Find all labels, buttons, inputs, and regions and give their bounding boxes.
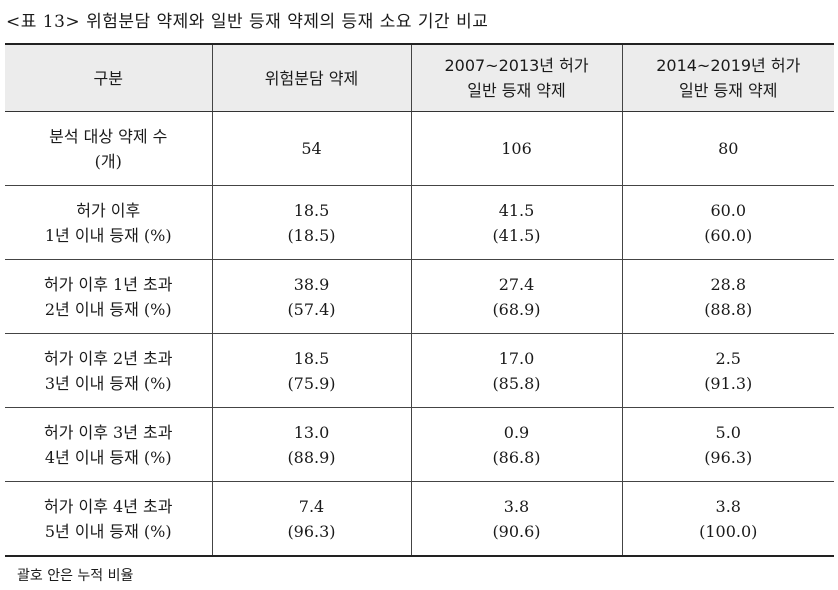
cell-value: 18.5 xyxy=(293,348,330,368)
cell-value: 13.0 xyxy=(293,422,330,442)
header-line: 일반 등재 약제 xyxy=(467,81,566,100)
cell-value: 7.4 xyxy=(298,496,325,516)
cell-cumulative: (100.0) xyxy=(699,521,758,541)
row-label-line: (개) xyxy=(94,151,122,171)
table-row: 허가 이후 4년 초과 5년 이내 등재 (%) 7.4 (96.3) 3.8 … xyxy=(5,481,834,557)
cell-cumulative: (60.0) xyxy=(704,225,753,245)
table-cell: 41.5 (41.5) xyxy=(410,185,622,260)
header-general-drugs-2014-2019: 2014~2019년 허가 일반 등재 약제 xyxy=(621,44,834,112)
header-risk-sharing-drugs: 위험분담 약제 xyxy=(211,44,411,112)
header-category: 구분 xyxy=(5,44,212,112)
cell-value: 17.0 xyxy=(498,348,535,368)
cell-cumulative: (91.3) xyxy=(704,373,753,393)
cell-value: 3.8 xyxy=(715,496,741,516)
cell-value: 18.5 xyxy=(293,200,330,220)
cell-value: 106 xyxy=(501,139,532,158)
cell-value: 2.5 xyxy=(715,348,741,368)
table-cell: 3.8 (100.0) xyxy=(621,481,834,556)
cell-cumulative: (88.9) xyxy=(287,447,336,467)
table-cell: 80 xyxy=(621,111,834,186)
table-cell: 13.0 (88.9) xyxy=(211,407,411,482)
table-cell: 38.9 (57.4) xyxy=(211,259,411,334)
row-label: 허가 이후 4년 초과 5년 이내 등재 (%) xyxy=(5,482,212,557)
table-cell: 18.5 (75.9) xyxy=(211,333,411,408)
row-label-line: 2년 이내 등재 (%) xyxy=(44,299,172,319)
header-row: 구분 위험분담 약제 2007~2013년 허가 일반 등재 약제 2014~2… xyxy=(5,44,834,112)
table-caption: <표 13> 위험분담 약제와 일반 등재 약제의 등재 소요 기간 비교 xyxy=(6,12,489,32)
cell-cumulative: (96.3) xyxy=(287,521,336,541)
header-line: 위험분담 약제 xyxy=(264,68,359,88)
header-general-drugs-2007-2013: 2007~2013년 허가 일반 등재 약제 xyxy=(410,44,622,112)
cell-cumulative: (88.8) xyxy=(704,299,753,319)
row-label: 분석 대상 약제 수 (개) xyxy=(5,111,212,186)
cell-cumulative: (18.5) xyxy=(287,225,336,245)
table-cell: 17.0 (85.8) xyxy=(410,333,622,408)
row-label: 허가 이후 2년 초과 3년 이내 등재 (%) xyxy=(5,333,212,408)
cell-cumulative: (68.9) xyxy=(492,299,541,319)
table-cell: 60.0 (60.0) xyxy=(621,185,834,260)
cell-cumulative: (86.8) xyxy=(492,447,541,467)
row-label-line: 허가 이후 2년 초과 xyxy=(44,348,173,368)
table-cell: 18.5 (18.5) xyxy=(211,185,411,260)
table-cell: 28.8 (88.8) xyxy=(621,259,834,334)
cell-value: 80 xyxy=(718,139,739,158)
table-row: 분석 대상 약제 수 (개) 54 106 80 xyxy=(5,111,834,186)
cell-value: 3.8 xyxy=(503,496,530,516)
header-line: 구분 xyxy=(93,68,123,88)
table-row: 허가 이후 3년 초과 4년 이내 등재 (%) 13.0 (88.9) 0.9… xyxy=(5,407,834,482)
table-cell: 106 xyxy=(410,111,622,186)
comparison-table: 구분 위험분담 약제 2007~2013년 허가 일반 등재 약제 2014~2… xyxy=(5,43,834,557)
row-label-line: 3년 이내 등재 (%) xyxy=(44,373,172,393)
table-header: 구분 위험분담 약제 2007~2013년 허가 일반 등재 약제 2014~2… xyxy=(5,44,834,112)
row-label-line: 허가 이후 3년 초과 xyxy=(44,422,173,442)
cell-cumulative: (85.8) xyxy=(492,373,541,393)
row-label: 허가 이후 3년 초과 4년 이내 등재 (%) xyxy=(5,407,212,482)
cell-value: 60.0 xyxy=(710,200,747,220)
row-label-line: 1년 이내 등재 (%) xyxy=(44,225,172,245)
table-cell: 27.4 (68.9) xyxy=(410,259,622,334)
table-cell: 7.4 (96.3) xyxy=(211,481,411,556)
table-cell: 5.0 (96.3) xyxy=(621,407,834,482)
cell-value: 5.0 xyxy=(715,422,741,442)
cell-cumulative: (57.4) xyxy=(287,299,336,319)
table-footnote: 괄호 안은 누적 비율 xyxy=(17,568,134,584)
table-cell: 0.9 (86.8) xyxy=(410,407,622,482)
row-label-line: 허가 이후 4년 초과 xyxy=(44,496,173,516)
cell-value: 41.5 xyxy=(498,200,535,220)
table-row: 허가 이후 1년 이내 등재 (%) 18.5 (18.5) 41.5 (41.… xyxy=(5,185,834,260)
cell-value: 28.8 xyxy=(710,274,747,294)
row-label-line: 허가 이후 xyxy=(76,200,141,220)
cell-value: 54 xyxy=(301,139,322,158)
header-line: 2007~2013년 허가 xyxy=(444,56,589,75)
cell-cumulative: (41.5) xyxy=(492,225,541,245)
table-row: 허가 이후 1년 초과 2년 이내 등재 (%) 38.9 (57.4) 27.… xyxy=(5,259,834,334)
row-label-line: 5년 이내 등재 (%) xyxy=(44,521,172,541)
cell-cumulative: (90.6) xyxy=(492,521,541,541)
header-line: 2014~2019년 허가 xyxy=(656,56,801,75)
cell-value: 0.9 xyxy=(503,422,530,442)
row-label: 허가 이후 1년 이내 등재 (%) xyxy=(5,185,212,260)
row-label-line: 4년 이내 등재 (%) xyxy=(44,447,172,467)
row-label: 허가 이후 1년 초과 2년 이내 등재 (%) xyxy=(5,259,212,334)
cell-value: 27.4 xyxy=(498,274,535,294)
cell-value: 38.9 xyxy=(293,274,330,294)
cell-cumulative: (96.3) xyxy=(704,447,753,467)
row-label-line: 허가 이후 1년 초과 xyxy=(44,274,173,294)
table-cell: 54 xyxy=(211,111,411,186)
table-body: 분석 대상 약제 수 (개) 54 106 80 허가 이후 1년 이내 등재 … xyxy=(5,111,834,557)
header-line: 일반 등재 약제 xyxy=(679,81,778,100)
cell-cumulative: (75.9) xyxy=(287,373,336,393)
table-cell: 2.5 (91.3) xyxy=(621,333,834,408)
table-row: 허가 이후 2년 초과 3년 이내 등재 (%) 18.5 (75.9) 17.… xyxy=(5,333,834,408)
row-label-line: 분석 대상 약제 수 xyxy=(49,126,168,146)
table-cell: 3.8 (90.6) xyxy=(410,481,622,556)
